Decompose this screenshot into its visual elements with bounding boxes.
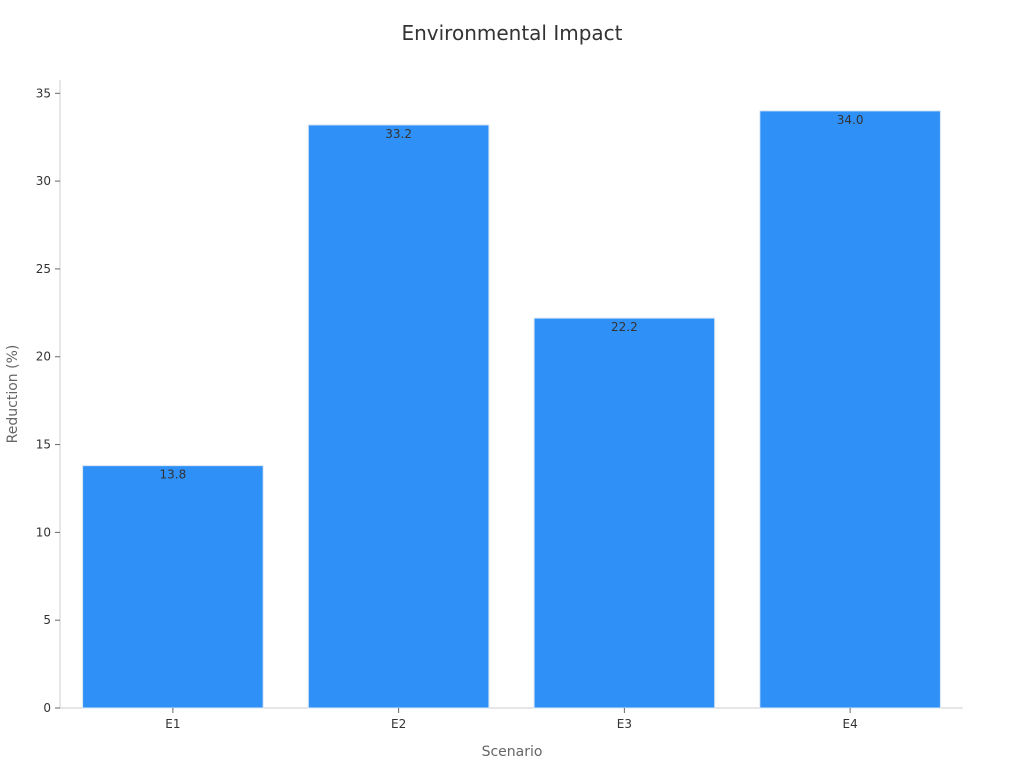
- y-tick-label: 25: [36, 262, 51, 276]
- y-tick-label: 10: [36, 525, 51, 539]
- data-label-e1: 13.8: [160, 468, 187, 482]
- y-tick-label: 20: [36, 350, 51, 364]
- data-label-e2: 33.2: [385, 127, 412, 141]
- plot-area: 0 5 10 15 20 25 30 35 13.8 E1 33.2 E2 22.2 E3 34.0 E4: [36, 80, 963, 731]
- y-axis-title: Reduction (%): [5, 345, 21, 444]
- x-tick-label-e2: E2: [391, 717, 406, 731]
- x-axis-title: Scenario: [482, 744, 543, 760]
- bar-e2: [307, 124, 490, 709]
- chart-title: Environmental Impact: [401, 21, 622, 45]
- x-tick-label-e4: E4: [843, 717, 858, 731]
- x-tick-label-e3: E3: [617, 717, 632, 731]
- y-tick-label: 5: [43, 613, 51, 627]
- y-tick-label: 35: [36, 86, 51, 100]
- bar-e1: [82, 465, 264, 709]
- y-tick-label: 0: [43, 701, 51, 715]
- data-label-e4: 34.0: [837, 113, 864, 127]
- y-tick-label: 30: [36, 174, 51, 188]
- bar-e4: [759, 110, 941, 709]
- y-tick-label: 15: [36, 438, 51, 452]
- bar-e3: [533, 317, 716, 709]
- x-tick-label-e1: E1: [165, 717, 180, 731]
- data-label-e3: 22.2: [611, 320, 638, 334]
